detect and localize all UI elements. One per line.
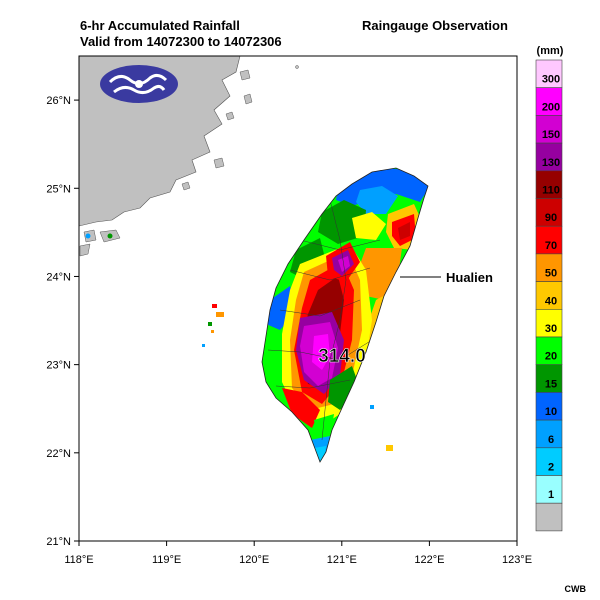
legend-label: 150 bbox=[542, 129, 560, 141]
x-tick-label: 118°E bbox=[64, 554, 93, 566]
legend-label: 30 bbox=[545, 323, 557, 335]
y-tick-label: 26°N bbox=[46, 95, 71, 107]
y-tick-label: 21°N bbox=[46, 536, 71, 548]
legend-swatch bbox=[535, 87, 563, 116]
legend-swatch bbox=[535, 475, 563, 504]
legend-swatch bbox=[535, 170, 563, 199]
color-legend: 300 200 150 130 110 90 70 50 40 30 20 15 10 6 2 1 bbox=[535, 59, 563, 532]
legend-label: 2 bbox=[548, 462, 554, 474]
max-rainfall-label: 314.0 bbox=[318, 346, 366, 367]
legend-label: 90 bbox=[545, 212, 557, 224]
hualien-label: Hualien bbox=[446, 270, 493, 285]
credit-label: CWB bbox=[564, 584, 587, 594]
x-tick-label: 122°E bbox=[414, 554, 444, 566]
legend-swatch bbox=[535, 59, 563, 89]
legend-label: 6 bbox=[548, 434, 554, 446]
axis-ticks: 118°E 119°E 120°E 121°E 122°E 123°E 21°N 22°N 23… bbox=[46, 95, 532, 566]
legend-swatch bbox=[535, 142, 563, 172]
legend-swatch bbox=[535, 392, 563, 421]
legend-swatch bbox=[535, 115, 563, 144]
cwb-logo bbox=[100, 65, 178, 103]
title-line-2: Valid from 14072300 to 14072306 bbox=[80, 34, 282, 49]
x-tick-label: 123°E bbox=[502, 554, 532, 566]
x-tick-label: 120°E bbox=[239, 554, 269, 566]
legend-label: 130 bbox=[542, 157, 560, 169]
legend-label: 40 bbox=[545, 295, 557, 307]
coastal-islands bbox=[79, 65, 299, 257]
legend-swatch bbox=[535, 419, 563, 449]
map-title: 6-hr Accumulated Rainfall Valid from 140… bbox=[80, 18, 282, 50]
y-tick-label: 22°N bbox=[46, 448, 71, 460]
legend-label: 70 bbox=[545, 240, 557, 252]
legend-swatch bbox=[535, 198, 563, 227]
x-tick-label: 121°E bbox=[327, 554, 357, 566]
legend-label: 10 bbox=[545, 406, 557, 418]
legend-label: 300 bbox=[542, 74, 560, 86]
legend-label: 1 bbox=[548, 489, 554, 501]
x-tick-label: 119°E bbox=[152, 554, 181, 566]
penghu-islands bbox=[202, 304, 224, 347]
legend-label: 110 bbox=[542, 185, 560, 197]
title-line-1: 6-hr Accumulated Rainfall bbox=[80, 18, 240, 33]
y-tick-label: 23°N bbox=[46, 360, 71, 372]
legend-swatch bbox=[535, 447, 563, 476]
legend-label: 50 bbox=[545, 268, 557, 280]
legend-swatch bbox=[535, 253, 563, 282]
legend-label: 15 bbox=[545, 378, 557, 390]
legend-unit: (mm) bbox=[537, 45, 564, 57]
y-tick-label: 25°N bbox=[46, 183, 71, 195]
legend-swatch bbox=[535, 281, 563, 310]
legend-swatch bbox=[535, 502, 563, 532]
legend-label: 20 bbox=[545, 351, 557, 363]
legend-label: 200 bbox=[542, 101, 560, 113]
y-tick-label: 24°N bbox=[46, 271, 71, 283]
legend-swatch bbox=[535, 308, 563, 338]
legend-swatch bbox=[535, 336, 563, 366]
product-label: Raingauge Observation bbox=[362, 18, 508, 33]
